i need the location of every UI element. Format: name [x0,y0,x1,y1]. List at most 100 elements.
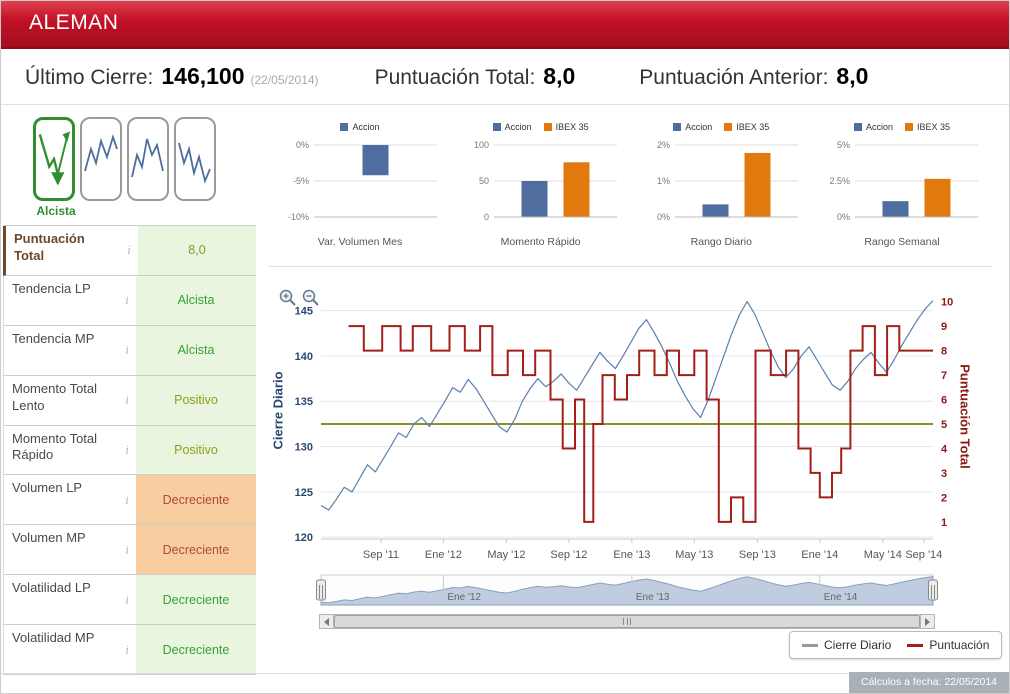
indicator-row: Volatilidad MP i Decreciente [3,625,256,676]
last-close-label: Último Cierre: [25,66,154,89]
legend-item[interactable]: Accion [853,122,893,132]
svg-text:0%: 0% [295,140,308,150]
total-score-value: 8,0 [543,63,576,89]
chart-legend: Accion IBEX 35 [853,117,950,137]
trend-peak-icon[interactable] [127,117,169,201]
indicator-label: Volumen MP [12,530,86,546]
svg-text:Ene '14: Ene '14 [801,549,838,561]
indicator-row: Puntuación Total i 8,0 [3,226,256,276]
info-icon[interactable]: i [127,242,131,258]
chart-legend-box: Cierre Diario Puntuación [789,631,1003,659]
svg-text:2.5%: 2.5% [830,176,851,186]
svg-text:7: 7 [941,370,947,382]
zoom-in-icon[interactable] [277,287,297,307]
scrollbar-right-arrow-icon[interactable] [920,614,935,629]
svg-text:1: 1 [941,517,947,529]
legend-swatch [340,123,349,131]
divider [1,673,1009,674]
prev-score-group: Puntuación Anterior: 8,0 [639,63,868,90]
svg-text:50: 50 [479,176,489,186]
legend-item[interactable]: Accion [673,122,712,132]
legend-item[interactable]: Puntuación [907,638,989,652]
svg-text:5%: 5% [837,140,850,150]
indicator-value: Decreciente [136,625,256,675]
trend-zigzag-up-glyph [84,134,118,172]
chart-title: Var. Volumen Mes [317,236,403,248]
legend-item[interactable]: IBEX 35 [724,122,769,132]
zoom-out-icon[interactable] [300,287,320,307]
navigator[interactable]: Ene '12 Ene '13 Ene '14 [263,571,989,613]
info-icon[interactable]: i [125,541,129,557]
info-icon[interactable]: i [125,342,129,358]
footer-note: Cálculos a fecha: 22/05/2014 [848,672,1009,693]
scrollbar-grip-icon [623,618,631,625]
indicator-row: Momento Total Rápido i Positivo [3,425,256,476]
chart-legend: Accion IBEX 35 [492,117,589,137]
indicator-label: Volatilidad LP [12,580,91,596]
scrollbar-track[interactable] [334,614,920,629]
legend-item[interactable]: IBEX 35 [543,122,589,132]
trend-bullish-icon[interactable] [33,117,75,201]
svg-text:2%: 2% [657,140,670,150]
mini-chart-rango-semanal: Accion IBEX 35 5% 2.5% 0% Rango Semanal [817,111,987,266]
indicator-label: Tendencia MP [12,330,95,346]
mini-chart-momento-rapido: Accion IBEX 35 100 50 0 Momento Rápido [456,111,626,266]
header: ALEMAN [1,1,1009,49]
svg-text:May '13: May '13 [675,549,713,561]
info-icon[interactable]: i [125,491,129,507]
scrollbar-thumb[interactable] [334,615,920,628]
trend-zigzag-down-glyph [178,142,211,184]
info-icon[interactable]: i [125,292,129,308]
legend-swatch [853,123,862,131]
info-icon[interactable]: i [125,641,129,657]
navigator-handle-right[interactable] [928,579,938,601]
legend-label: Accion [685,122,713,132]
indicator-row: Momento Total Lento i Positivo [3,375,256,426]
info-icon[interactable]: i [125,442,129,457]
svg-text:Sep '14: Sep '14 [905,549,942,561]
indicator-value: Decreciente [136,575,256,625]
legend-item[interactable]: Accion [340,122,380,132]
indicator-label: Puntuación Total [14,231,85,263]
legend-swatch [673,123,682,131]
chart-plot: 2% 1% 0% [639,137,804,234]
chart-legend: Accion IBEX 35 [673,117,769,137]
svg-text:130: 130 [295,442,313,454]
info-icon[interactable]: i [125,392,129,408]
legend-item[interactable]: IBEX 35 [904,122,950,132]
zoom-controls [277,287,320,307]
mini-charts-row: Accion 0% -5% -10% Var. Volumen Mes Accion… [269,111,993,267]
indicator-row: Tendencia MP i Alcista [3,325,256,376]
total-score-group: Puntuación Total: 8,0 [375,63,576,90]
indicator-value: Decreciente [136,475,256,525]
chart-plot: 0% -5% -10% [278,137,443,234]
prev-score-value: 8,0 [836,63,869,89]
svg-text:145: 145 [295,306,313,318]
legend-item[interactable]: Cierre Diario [802,638,891,652]
indicator-value: Positivo [136,375,256,425]
chart-title: Rango Semanal [864,236,940,248]
legend-item[interactable]: Accion [492,122,532,132]
chart-plot: 100 50 0 [458,137,623,234]
chart-scrollbar[interactable] [319,614,935,629]
svg-text:8: 8 [941,346,947,358]
trend-zigzag-down-icon[interactable] [174,117,216,201]
page-title: ALEMAN [29,11,119,34]
scrollbar-left-arrow-icon[interactable] [319,614,334,629]
svg-text:2: 2 [941,492,947,504]
legend-swatch [724,123,733,131]
legend-label: IBEX 35 [555,122,589,132]
indicator-value: Decreciente [136,525,256,575]
indicator-value: Positivo [136,425,256,475]
trend-zigzag-up-icon[interactable] [80,117,122,201]
legend-swatch [904,123,913,131]
navigator-handle-left[interactable] [316,579,326,601]
indicator-row: Volumen LP i Decreciente [3,475,256,526]
legend-label: IBEX 35 [736,122,770,132]
indicator-row: Volatilidad LP i Decreciente [3,575,256,626]
info-icon[interactable]: i [125,591,129,607]
main-chart[interactable]: 120 125 130 135 140 145 1 2 3 4 5 6 7 8 9 10 Sep '11 Ene … [263,279,989,571]
svg-text:Ene '12: Ene '12 [425,549,462,561]
chart-title: Rango Diario [690,236,752,248]
